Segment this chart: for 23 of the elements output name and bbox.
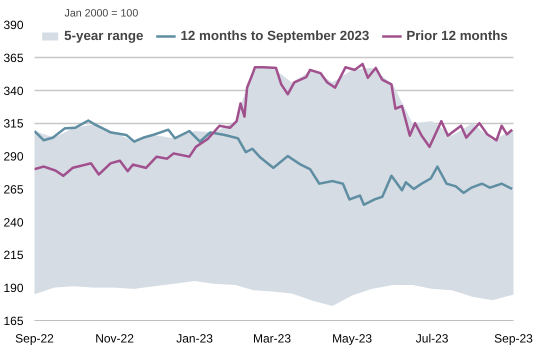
y-tick-label: 240 [3,215,24,230]
line-series [34,62,514,178]
x-tick-label: Mar-23 [253,332,292,346]
text: Jan 2000 = 100 [64,8,138,20]
x-tick-label: Jan-23 [176,332,214,346]
legend-label: 12 months to September 2023 [180,28,370,43]
y-tick-label: 290 [3,150,24,164]
legend-label: 5-year range [64,28,144,43]
y-tick-label: 165 [3,314,24,328]
x-tick-label: Sep-22 [15,332,54,346]
y-tick-label: 340 [3,84,24,98]
x-tick-label: Nov-22 [95,332,134,346]
x-tick-label: May-23 [332,332,372,346]
line-series [34,119,514,206]
y-tick-label: 315 [3,116,24,131]
legend-label: Prior 12 months [406,28,508,43]
y-tick-label: 190 [3,281,24,296]
x-tick-label: Sep-23 [494,332,533,346]
y-tick-label: 390 [3,18,24,32]
y-tick-label: 365 [3,50,24,65]
y-tick-label: 265 [3,182,24,196]
x-tick-label: Jul-23 [416,332,449,346]
y-tick-label: 215 [3,248,24,262]
